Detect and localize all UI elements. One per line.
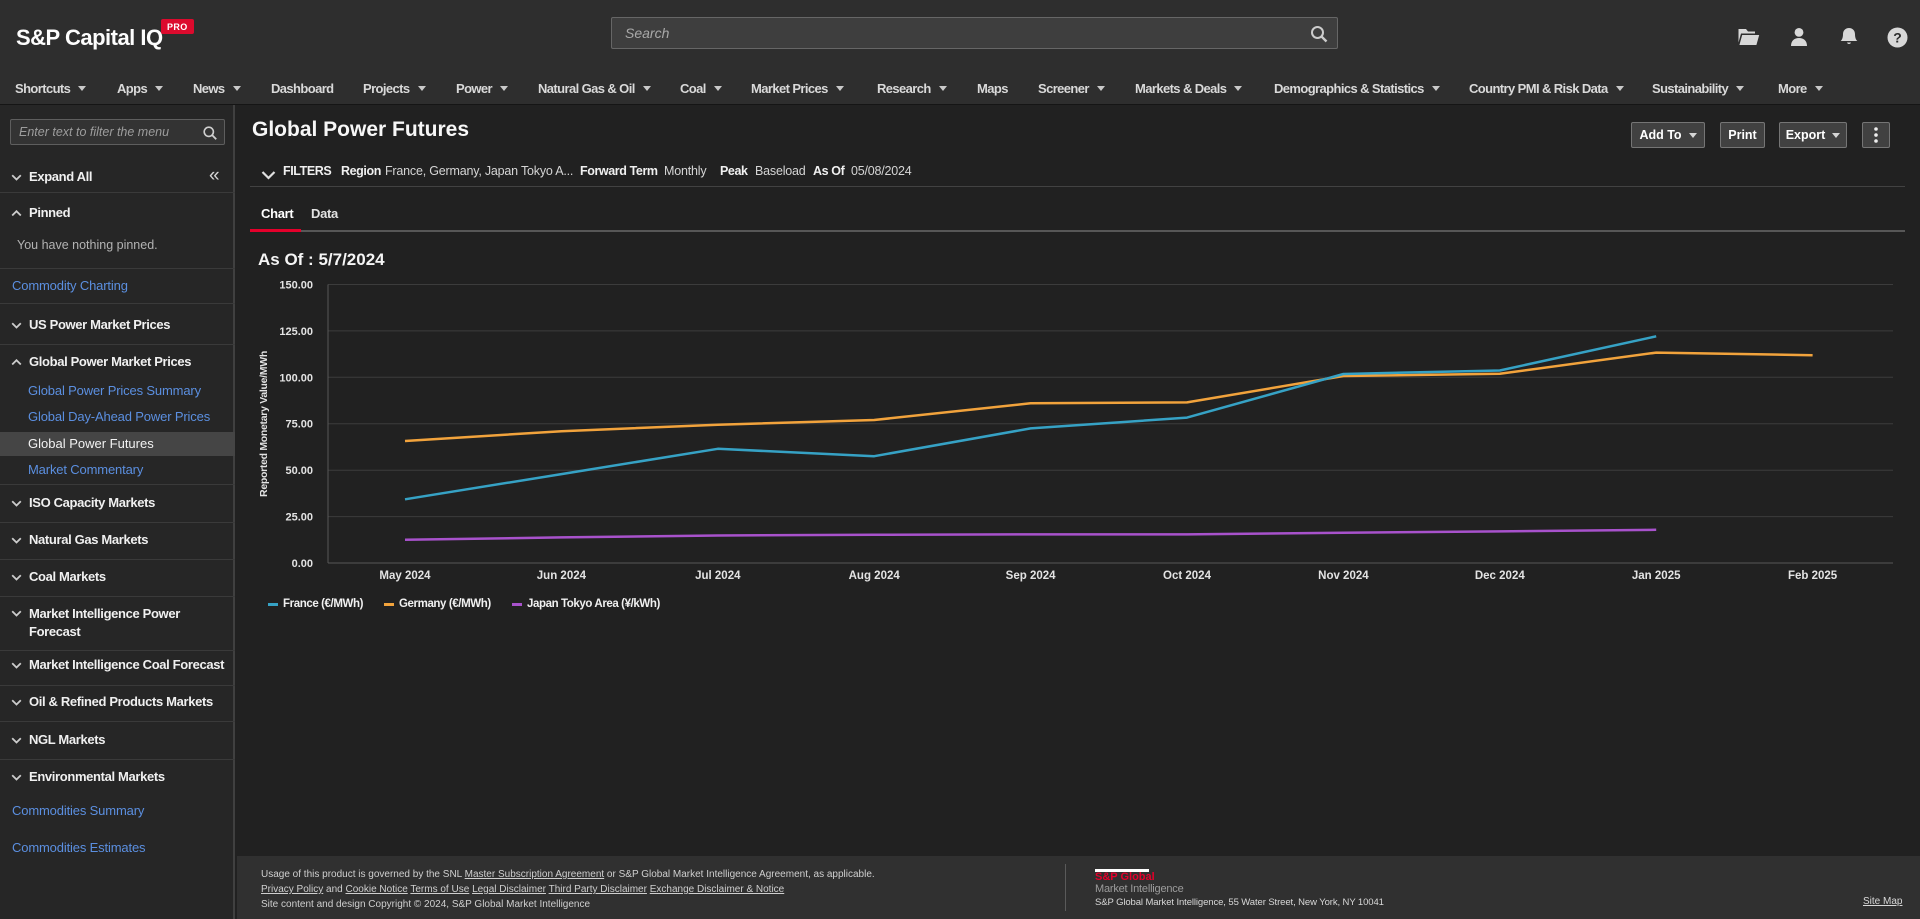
svg-text:25.00: 25.00 — [285, 512, 313, 524]
svg-text:Jul 2024: Jul 2024 — [695, 570, 741, 582]
svg-text:May 2024: May 2024 — [379, 570, 431, 582]
svg-text:Aug 2024: Aug 2024 — [849, 570, 901, 582]
svg-text:150.00: 150.00 — [279, 280, 313, 292]
svg-text:Oct 2024: Oct 2024 — [1163, 570, 1212, 582]
svg-text:Dec 2024: Dec 2024 — [1475, 570, 1525, 582]
svg-text:?: ? — [1893, 29, 1902, 45]
svg-text:Jan 2025: Jan 2025 — [1632, 570, 1681, 582]
svg-text:Nov 2024: Nov 2024 — [1318, 570, 1369, 582]
svg-text:50.00: 50.00 — [285, 465, 313, 477]
svg-text:Jun 2024: Jun 2024 — [537, 570, 587, 582]
svg-text:125.00: 125.00 — [279, 326, 313, 338]
svg-text:Sep 2024: Sep 2024 — [1006, 570, 1056, 582]
svg-text:75.00: 75.00 — [285, 419, 313, 431]
svg-text:Feb 2025: Feb 2025 — [1788, 570, 1838, 582]
svg-text:0.00: 0.00 — [292, 558, 313, 570]
svg-text:Reported Monetary Value/MWh: Reported Monetary Value/MWh — [258, 351, 270, 497]
svg-text:100.00: 100.00 — [279, 372, 313, 384]
